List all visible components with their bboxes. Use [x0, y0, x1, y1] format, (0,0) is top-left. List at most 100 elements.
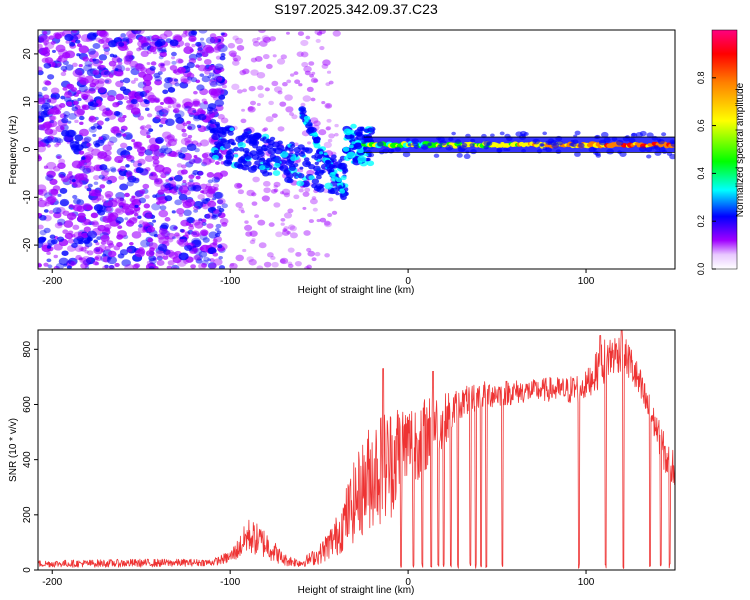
spectrogram-cell [162, 255, 169, 260]
spectrogram-cell [81, 232, 89, 238]
spectrogram-cell [313, 120, 321, 127]
spectrogram-cell [349, 135, 355, 140]
spectrogram-cell [83, 136, 92, 143]
spectrogram-cell [262, 53, 270, 60]
spectrogram-cell [257, 85, 264, 91]
spectrogram-cell [67, 112, 77, 120]
spectrogram-cell [201, 157, 212, 166]
colorbar-tick-label: 0.8 [696, 72, 706, 85]
spectrogram-cell [189, 223, 194, 228]
spectrogram-cell [244, 155, 251, 160]
spectrogram-cell [49, 105, 54, 109]
spectrogram-cell [99, 184, 106, 189]
spectrogram-cell [131, 139, 136, 143]
spectrogram-cell [307, 250, 316, 257]
spectrogram-y-tick-label: 0 [22, 146, 33, 152]
spectrogram-cell [126, 245, 137, 254]
spectrogram-cell [437, 144, 443, 149]
spectrogram-cell [570, 139, 575, 143]
spectrogram-cell [174, 174, 183, 182]
spectrogram-y-tick-label: -10 [22, 190, 33, 205]
spectrogram-cell [108, 60, 117, 67]
spectrogram-cell [164, 195, 173, 202]
spectrogram-cell [81, 256, 92, 264]
spectrogram-cell [217, 114, 225, 120]
spectrogram-cell [69, 42, 76, 47]
spectrogram-cell [90, 221, 96, 225]
spectrogram-cell [175, 116, 184, 124]
spectrogram-cell [128, 217, 138, 225]
spectrogram-x-label: Height of straight line (km) [298, 285, 415, 296]
spectrogram-cell [169, 65, 178, 71]
spectrogram-cell [149, 262, 154, 266]
spectrogram-cell [104, 264, 109, 269]
spectrogram-cell [540, 143, 545, 147]
spectrogram-cell [216, 199, 224, 205]
spectrogram-cell [171, 236, 176, 240]
spectrogram-cell [152, 155, 160, 161]
spectrogram-cell [273, 184, 279, 189]
spectrogram-cell [122, 36, 130, 43]
spectrogram-cell [654, 150, 662, 156]
spectrogram-cell [233, 153, 239, 158]
spectrogram-cell [271, 261, 279, 268]
spectrogram-cell [277, 90, 283, 95]
spectrogram-cell [145, 250, 155, 257]
spectrogram-cell [107, 89, 117, 98]
spectrogram-cell [209, 36, 219, 44]
spectrogram-cell [106, 256, 118, 265]
spectrogram-cell [51, 49, 57, 53]
spectrogram-cell [56, 141, 62, 146]
spectrogram-cell [45, 120, 55, 128]
spectrogram-cell [203, 101, 208, 105]
spectrogram-cell [183, 30, 188, 34]
spectrogram-cell [58, 257, 69, 266]
snr-x-tick-label: 100 [578, 577, 595, 588]
spectrogram-cell [192, 100, 200, 107]
spectrogram-cell [91, 58, 102, 67]
spectrogram-cell [177, 58, 184, 64]
spectrogram-cell [130, 107, 141, 115]
spectrogram-cell [294, 260, 302, 267]
spectrogram-cell [160, 184, 170, 192]
spectrogram-cell [247, 106, 256, 113]
spectrogram-cell [38, 224, 44, 230]
spectrogram-cell [105, 194, 112, 199]
spectrogram-cell [208, 64, 216, 71]
spectrogram-cell [158, 152, 165, 158]
spectrogram-cell [483, 140, 491, 146]
spectrogram-cell [293, 147, 301, 153]
spectrogram-cell [62, 229, 69, 235]
spectrogram-cell [152, 219, 157, 223]
spectrogram-cell [293, 71, 299, 76]
spectrogram-cell [289, 73, 295, 77]
spectrogram-cell [137, 226, 147, 234]
spectrogram-cell [176, 163, 183, 168]
spectrogram-cell [348, 144, 354, 149]
spectrogram-cell [123, 96, 129, 101]
spectrogram-cell [254, 55, 263, 62]
spectrogram-cell [135, 63, 144, 70]
snr-frame [37, 329, 676, 571]
spectrogram-cell [140, 125, 147, 130]
spectrogram-cell [256, 265, 264, 269]
spectrogram-cell [40, 110, 50, 118]
spectrogram-cell [64, 33, 74, 42]
spectrogram-cell [221, 84, 227, 89]
spectrogram-cell [196, 142, 202, 147]
snr-x-tick-label: -100 [220, 577, 240, 588]
spectrogram-cell [57, 55, 68, 63]
spectrogram-cell [167, 87, 176, 93]
spectrogram-cell [226, 160, 232, 165]
spectrogram-cell [108, 265, 116, 269]
spectrogram-cell [39, 34, 50, 43]
spectrogram-cell [88, 88, 96, 94]
spectrogram-cell [73, 237, 83, 245]
spectrogram-cell [110, 126, 120, 134]
spectrogram-cell [163, 182, 172, 189]
spectrogram-cell [176, 238, 185, 245]
spectrogram-cell [115, 191, 126, 200]
spectrogram-cell [310, 97, 316, 102]
spectrogram-cell [342, 146, 350, 152]
spectrogram-cell [250, 165, 258, 171]
